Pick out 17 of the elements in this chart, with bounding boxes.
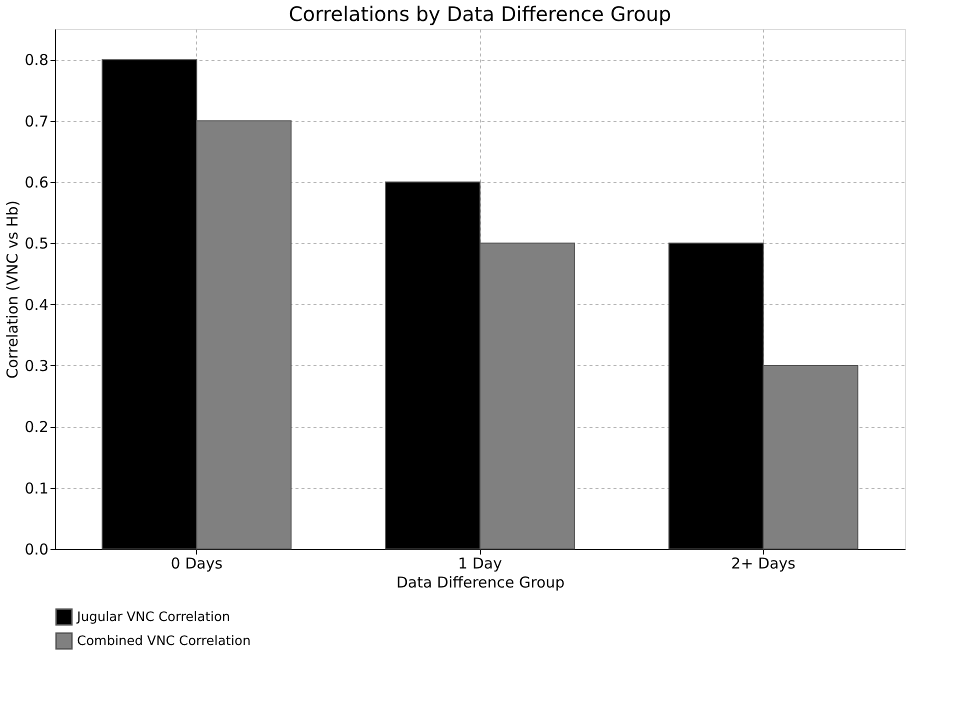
x-axis-title: Data Difference Group [396,574,565,592]
x-tick-label: 2+ Days [731,554,796,572]
y-tick-label: 0.6 [24,173,48,192]
legend-label: Jugular VNC Correlation [76,610,230,625]
y-tick-label: 0.2 [24,418,48,436]
y-tick-label: 0.0 [24,540,48,558]
y-tick-label: 0.3 [24,356,48,375]
y-tick-label: 0.5 [24,234,48,253]
y-tick-label: 0.4 [24,296,48,314]
y-tick-label: 0.8 [24,51,48,70]
y-tick-label: 0.1 [24,479,48,498]
legend-label: Combined VNC Correlation [77,634,251,649]
x-tick-label: 1 Day [458,554,502,572]
x-tick-label: 0 Days [170,554,223,572]
y-axis-title: Correlation (VNC vs Hb) [4,200,22,379]
y-tick-label: 0.7 [24,112,48,130]
chart-title: Correlations by Data Difference Group [288,2,672,26]
